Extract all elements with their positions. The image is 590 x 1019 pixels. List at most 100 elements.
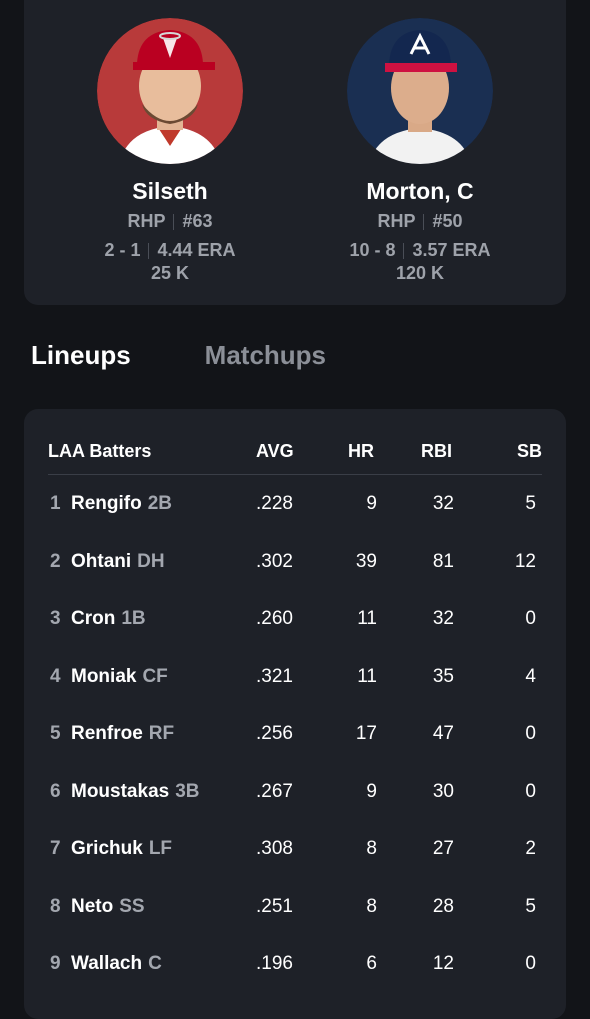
pitcher-hand-number: RHP #63 bbox=[70, 211, 270, 232]
player-position: LF bbox=[148, 838, 173, 859]
stat-sb: 2 bbox=[525, 838, 536, 859]
player-position: 3B bbox=[175, 780, 200, 802]
table-row[interactable]: 2 Ohtani DH .302 39 81 12 bbox=[48, 551, 542, 581]
table-row[interactable]: 6 Moustakas 3B .267 9 30 0 bbox=[48, 781, 542, 811]
player-cell: Cron 1B bbox=[71, 608, 146, 630]
pitcher-record-era: 10 - 8 3.57 ERA bbox=[320, 240, 520, 261]
table-row[interactable]: 8 Neto SS .251 8 28 5 bbox=[48, 896, 542, 926]
stat-avg: .196 bbox=[256, 953, 293, 974]
header-rbi[interactable]: RBI bbox=[421, 441, 452, 461]
batting-order: 7 bbox=[50, 838, 61, 859]
stat-hr: 11 bbox=[357, 608, 377, 629]
pitcher-hand: RHP bbox=[377, 211, 416, 231]
stat-rbi: 32 bbox=[432, 493, 454, 514]
lineup-table: LAA Batters AVG HR RBI SB 1 Rengifo 2B .228… bbox=[24, 409, 566, 1019]
player-position: C bbox=[148, 953, 162, 974]
divider bbox=[423, 213, 425, 230]
away-pitcher[interactable]: Morton, C RHP #50 10 - 8 3.57 ERA 120 K bbox=[320, 18, 520, 284]
stat-rbi: 35 bbox=[432, 665, 454, 687]
table-row[interactable]: 7 Grichuk LF .308 8 27 2 bbox=[48, 838, 542, 868]
stat-rbi: 28 bbox=[432, 895, 454, 917]
player-position: SS bbox=[119, 895, 145, 917]
player-name: Renfroe bbox=[71, 723, 143, 744]
home-pitcher-avatar bbox=[97, 18, 243, 164]
pitcher-record: 10 - 8 bbox=[349, 240, 396, 260]
stat-hr: 6 bbox=[366, 953, 377, 974]
probable-pitchers-card: Silseth RHP #63 2 - 1 4.44 ERA 25 K Mort bbox=[24, 0, 566, 305]
player-position: DH bbox=[137, 550, 165, 572]
pitcher-hand-number: RHP #50 bbox=[320, 211, 520, 232]
player-name: Moustakas bbox=[71, 780, 170, 802]
stat-sb: 5 bbox=[525, 895, 536, 917]
table-row[interactable]: 5 Renfroe RF .256 17 47 0 bbox=[48, 723, 542, 753]
stat-sb: 12 bbox=[514, 550, 536, 572]
tab-lineups[interactable]: Lineups bbox=[31, 340, 131, 370]
batting-order: 4 bbox=[50, 665, 61, 687]
stat-hr: 39 bbox=[355, 550, 377, 572]
stat-rbi: 30 bbox=[432, 780, 454, 802]
player-cell: Ohtani DH bbox=[71, 551, 165, 573]
player-name: Grichuk bbox=[71, 838, 143, 859]
header-hr[interactable]: HR bbox=[348, 441, 374, 461]
pitcher-era: 3.57 ERA bbox=[412, 240, 491, 260]
divider bbox=[173, 213, 175, 230]
player-position: CF bbox=[142, 665, 168, 687]
player-name: Wallach bbox=[71, 953, 143, 974]
player-position: 2B bbox=[147, 493, 173, 514]
player-cell: Wallach C bbox=[71, 953, 162, 975]
header-team-batters: LAA Batters bbox=[48, 441, 152, 461]
pitcher-record-era: 2 - 1 4.44 ERA bbox=[70, 240, 270, 261]
batting-order: 2 bbox=[50, 550, 61, 572]
player-position: 1B bbox=[121, 608, 146, 629]
stat-hr: 9 bbox=[366, 780, 377, 802]
pitcher-number: #63 bbox=[182, 211, 213, 231]
divider bbox=[403, 242, 405, 259]
stat-sb: 5 bbox=[525, 493, 536, 514]
stat-rbi: 12 bbox=[432, 953, 454, 974]
batting-order: 8 bbox=[50, 895, 61, 917]
pitcher-record: 2 - 1 bbox=[104, 240, 141, 260]
player-name: Moniak bbox=[71, 665, 137, 687]
stat-hr: 8 bbox=[366, 895, 377, 917]
stat-avg: .308 bbox=[256, 838, 293, 859]
stat-rbi: 47 bbox=[432, 723, 454, 744]
table-row[interactable]: 4 Moniak CF .321 11 35 4 bbox=[48, 666, 542, 696]
player-cell: Neto SS bbox=[71, 896, 145, 918]
stat-sb: 4 bbox=[525, 665, 536, 687]
table-row[interactable]: 9 Wallach C .196 6 12 0 bbox=[48, 953, 542, 983]
stat-avg: .267 bbox=[256, 780, 293, 802]
player-cell: Renfroe RF bbox=[71, 723, 174, 745]
pitcher-strikeouts: 120 K bbox=[395, 263, 445, 283]
pitcher-era: 4.44 ERA bbox=[157, 240, 236, 260]
batting-order: 3 bbox=[50, 608, 61, 629]
pitcher-hand: RHP bbox=[127, 211, 166, 231]
home-pitcher[interactable]: Silseth RHP #63 2 - 1 4.44 ERA 25 K bbox=[70, 18, 270, 284]
table-row[interactable]: 1 Rengifo 2B .228 9 32 5 bbox=[48, 493, 542, 523]
stat-avg: .251 bbox=[256, 895, 293, 917]
divider bbox=[148, 242, 150, 259]
player-name: Ohtani bbox=[71, 550, 132, 572]
player-cell: Moustakas 3B bbox=[71, 781, 200, 803]
player-cell: Rengifo 2B bbox=[71, 493, 172, 515]
stat-avg: .256 bbox=[256, 723, 293, 744]
stat-hr: 8 bbox=[366, 838, 377, 859]
batting-order: 5 bbox=[50, 723, 61, 744]
player-name: Cron bbox=[71, 608, 116, 629]
header-avg[interactable]: AVG bbox=[256, 441, 294, 461]
stat-sb: 0 bbox=[525, 953, 536, 974]
batting-order: 1 bbox=[50, 493, 61, 514]
tab-bar: Lineups Matchups bbox=[31, 340, 326, 371]
pitcher-number: #50 bbox=[432, 211, 463, 231]
player-position: RF bbox=[148, 723, 175, 744]
stat-sb: 0 bbox=[525, 780, 536, 802]
stat-avg: .260 bbox=[256, 608, 293, 629]
stat-hr: 17 bbox=[355, 723, 377, 744]
table-row[interactable]: 3 Cron 1B .260 11 32 0 bbox=[48, 608, 542, 638]
stat-sb: 0 bbox=[525, 608, 536, 629]
player-cell: Grichuk LF bbox=[71, 838, 172, 860]
away-pitcher-avatar bbox=[347, 18, 493, 164]
tab-matchups[interactable]: Matchups bbox=[204, 340, 327, 370]
header-sb[interactable]: SB bbox=[516, 441, 542, 461]
stat-hr: 9 bbox=[366, 493, 377, 514]
pitcher-name: Silseth bbox=[132, 178, 208, 204]
